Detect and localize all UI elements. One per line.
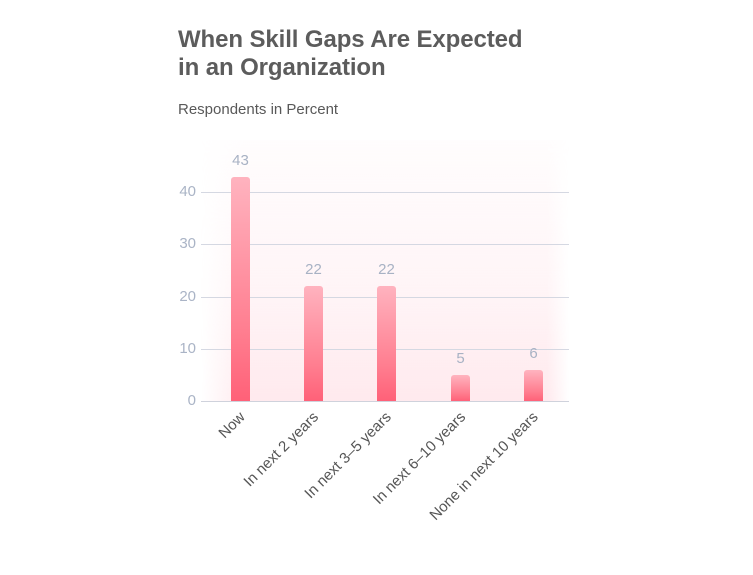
bar-value-label: 6 [529,345,538,362]
chart-title-line-1: When Skill Gaps Are Expected [178,26,523,53]
bar [524,370,543,401]
x-axis-label: Now [214,408,249,442]
y-tick-label: 40 [179,183,196,200]
chart-title: When Skill Gaps Are Expected in an Organ… [178,26,598,82]
bar-value-label: 43 [232,152,249,169]
y-tick-label: 20 [179,288,196,305]
gridline [201,192,569,193]
gridline [201,244,569,245]
bar-value-label: 22 [305,261,322,278]
y-tick-label: 0 [187,392,196,409]
bar [304,286,323,401]
bar-value-label: 5 [456,350,465,367]
chart-subtitle: Respondents in Percent [178,101,339,118]
x-axis-label: In next 2 years [239,408,322,491]
y-tick-label: 30 [179,235,196,252]
bar [377,286,396,401]
gridline [201,401,569,402]
chart-title-line-2: in an Organization [178,54,386,81]
bar [451,375,470,401]
bar [231,177,250,401]
bar-value-label: 22 [378,261,395,278]
y-tick-label: 10 [179,340,196,357]
